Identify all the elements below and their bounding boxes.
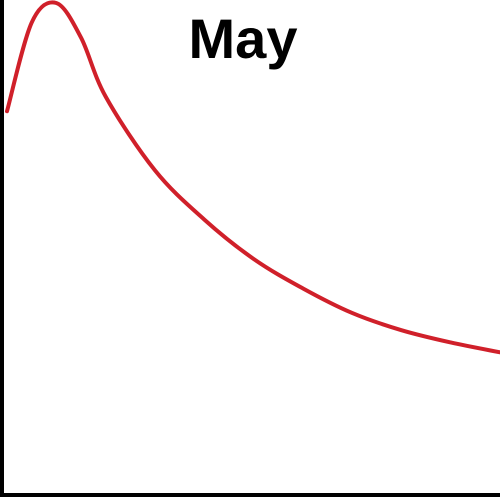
series-line-0 bbox=[5, 0, 500, 355]
chart-title: May bbox=[189, 7, 298, 70]
series-layer bbox=[5, 0, 500, 355]
